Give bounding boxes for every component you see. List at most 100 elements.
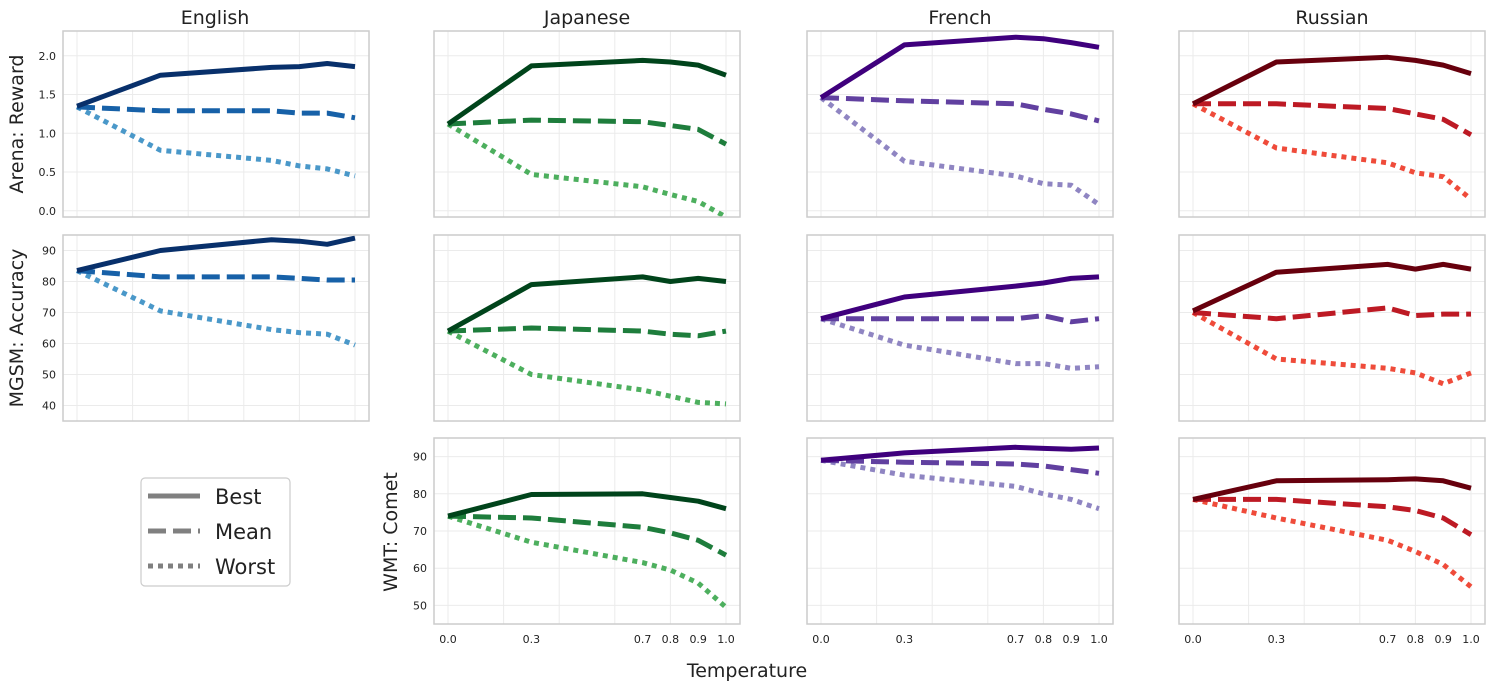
x-tick-label-wmt-comet-french-0: 0.0 xyxy=(812,633,830,646)
x-tick-label-wmt-comet-french-1: 0.3 xyxy=(896,633,914,646)
series-line-best xyxy=(446,57,727,127)
y-tick-label-arena-reward-english-0: 0.0 xyxy=(39,205,57,218)
panel-frame xyxy=(1178,30,1486,218)
series-line-mean xyxy=(1193,496,1473,537)
x-tick-label-wmt-comet-japanese-4: 0.9 xyxy=(689,633,707,646)
series-line-worst xyxy=(446,121,728,217)
x-tick-label-wmt-comet-japanese-0: 0.0 xyxy=(439,633,457,646)
panel-frame xyxy=(62,30,370,218)
y-tick-label-mgsm-accuracy-english-4: 80 xyxy=(42,276,56,289)
series-line-best xyxy=(447,491,727,519)
series-line-mean xyxy=(820,95,1100,124)
panel-wmt-comet-japanese: 50 60 70 80 90 0.0 0.3 0.7 0.8 0.9 1.0 xyxy=(413,437,741,646)
series-line-mean xyxy=(820,457,1100,476)
x-tick-label-wmt-comet-japanese-1: 0.3 xyxy=(523,633,541,646)
series-line-mean xyxy=(447,513,728,558)
series-group xyxy=(1191,54,1473,202)
panel-mgsm-accuracy-french xyxy=(806,234,1114,422)
x-tick-label-wmt-comet-japanese-3: 0.8 xyxy=(662,633,680,646)
panel-frame xyxy=(806,30,1114,218)
series-line-best xyxy=(820,274,1100,322)
x-tick-label-wmt-comet-russian-4: 0.9 xyxy=(1434,633,1452,646)
x-axis-label: Temperature xyxy=(686,660,807,682)
series-line-worst xyxy=(447,513,728,610)
series-group xyxy=(75,61,356,179)
panel-frame xyxy=(62,234,370,422)
y-tick-label-mgsm-accuracy-english-5: 90 xyxy=(42,245,56,258)
series-group xyxy=(820,444,1100,512)
x-tick-label-wmt-comet-french-2: 0.7 xyxy=(1007,633,1025,646)
series-line-mean xyxy=(821,313,1100,325)
panel-frame xyxy=(1178,234,1486,422)
series-line-worst xyxy=(446,328,727,407)
series-line-mean xyxy=(1193,101,1473,137)
series-line-mean xyxy=(76,268,355,283)
y-tick-label-mgsm-accuracy-english-2: 60 xyxy=(42,338,56,351)
series-line-worst xyxy=(820,316,1100,371)
panel-frame xyxy=(806,437,1114,625)
x-tick-label-wmt-comet-russian-1: 0.3 xyxy=(1268,633,1286,646)
panel-background xyxy=(63,31,369,217)
column-title-english: English xyxy=(181,7,250,29)
x-tick-label-wmt-comet-japanese-2: 0.7 xyxy=(634,633,652,646)
legend-label-best: Best xyxy=(215,485,262,509)
legend: Best Mean Worst xyxy=(140,477,291,587)
panel-wmt-comet-russian: 0.0 0.3 0.7 0.8 0.9 1.0 xyxy=(1178,437,1486,646)
y-tick-label-mgsm-accuracy-english-0: 40 xyxy=(42,400,56,413)
panel-arena-reward-russian xyxy=(1178,30,1486,218)
legend-label-mean: Mean xyxy=(215,520,272,544)
panel-arena-reward-japanese xyxy=(433,30,741,218)
series-group xyxy=(446,274,727,407)
series-group xyxy=(819,34,1101,207)
legend-label-worst: Worst xyxy=(215,555,275,579)
y-tick-label-wmt-comet-japanese-3: 80 xyxy=(413,488,427,501)
y-tick-label-arena-reward-english-4: 2.0 xyxy=(39,50,57,63)
series-line-worst xyxy=(1191,310,1472,387)
y-tick-label-wmt-comet-japanese-1: 60 xyxy=(413,562,427,575)
panel-frame xyxy=(1178,437,1486,625)
panel-frame xyxy=(433,234,741,422)
row-label-mgsm: MGSM: Accuracy xyxy=(6,249,28,408)
panel-frame xyxy=(806,234,1114,422)
panel-arena-reward-french xyxy=(806,30,1114,218)
series-group xyxy=(1192,476,1473,589)
series-group xyxy=(447,491,728,610)
panel-frame xyxy=(433,30,741,218)
series-line-worst xyxy=(1191,101,1473,202)
y-tick-label-mgsm-accuracy-english-1: 50 xyxy=(42,369,56,382)
y-tick-label-mgsm-accuracy-english-3: 70 xyxy=(42,307,56,320)
series-group xyxy=(75,235,356,348)
panel-wmt-comet-french: 0.0 0.3 0.7 0.8 0.9 1.0 xyxy=(806,437,1114,646)
panel-mgsm-accuracy-english: 40 50 60 70 80 90 xyxy=(42,234,370,422)
x-tick-label-wmt-comet-french-4: 0.9 xyxy=(1062,633,1080,646)
y-tick-label-arena-reward-english-1: 0.5 xyxy=(39,166,57,179)
series-line-worst xyxy=(819,95,1101,207)
y-tick-label-wmt-comet-japanese-4: 90 xyxy=(413,451,427,464)
x-tick-label-wmt-comet-russian-0: 0.0 xyxy=(1184,633,1202,646)
series-group xyxy=(1191,261,1472,387)
series-line-best xyxy=(1192,476,1472,502)
series-line-best xyxy=(1191,54,1472,107)
y-tick-label-wmt-comet-japanese-2: 70 xyxy=(413,525,427,538)
column-title-japanese: Japanese xyxy=(543,7,630,29)
series-line-worst xyxy=(820,457,1100,512)
y-tick-label-arena-reward-english-3: 1.5 xyxy=(39,89,57,102)
x-tick-label-wmt-comet-russian-5: 1.0 xyxy=(1462,633,1480,646)
series-line-mean xyxy=(447,325,727,339)
x-tick-label-wmt-comet-japanese-5: 1.0 xyxy=(717,633,735,646)
series-line-best xyxy=(76,235,356,274)
panels: 0.0 0.5 1.0 1.5 2.0 40 50 60 70 80 90 50 60 70 80 90 0.0… xyxy=(39,30,1486,646)
column-title-french: French xyxy=(928,7,991,29)
column-title-russian: Russian xyxy=(1295,7,1368,29)
panel-arena-reward-english: 0.0 0.5 1.0 1.5 2.0 xyxy=(39,30,370,218)
x-tick-label-wmt-comet-russian-2: 0.7 xyxy=(1379,633,1397,646)
series-line-best xyxy=(820,444,1100,463)
series-line-mean xyxy=(1192,305,1471,322)
series-group xyxy=(446,57,728,217)
panel-background xyxy=(807,235,1113,421)
panel-background xyxy=(63,235,369,421)
y-tick-label-arena-reward-english-2: 1.0 xyxy=(39,127,57,140)
series-line-best xyxy=(1191,261,1472,314)
series-line-best xyxy=(819,34,1100,100)
